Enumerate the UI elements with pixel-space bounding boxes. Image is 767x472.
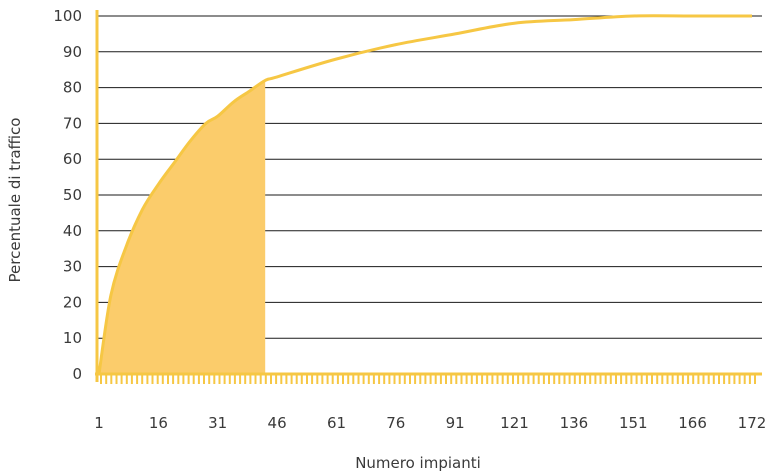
y-tick-labels: 0 10 20 30 40 50 60 70 80 90 100 — [53, 7, 82, 383]
y-tick-label: 30 — [63, 258, 82, 276]
x-tick-label: 151 — [619, 414, 648, 432]
y-axis-title: Percentuale di traffico — [6, 118, 24, 283]
x-tick-label: 172 — [738, 414, 767, 432]
x-tick-label: 76 — [386, 414, 405, 432]
y-tick-label: 10 — [63, 329, 82, 347]
y-tick-label: 80 — [63, 79, 82, 97]
x-tick-label: 61 — [327, 414, 346, 432]
y-tick-label: 0 — [72, 365, 82, 383]
y-tick-label: 60 — [63, 150, 82, 168]
y-tick-label: 20 — [63, 293, 82, 311]
x-tick-label: 31 — [208, 414, 227, 432]
x-tick-label: 121 — [500, 414, 529, 432]
shaded-area — [99, 80, 266, 375]
y-tick-label: 90 — [63, 43, 82, 61]
x-tick-label: 46 — [268, 414, 287, 432]
x-minor-ticks — [100, 374, 756, 384]
y-tick-label: 40 — [63, 222, 82, 240]
x-axis-title: Numero impianti — [355, 454, 481, 472]
series-line — [97, 14, 752, 375]
x-tick-label: 166 — [678, 414, 707, 432]
x-tick-labels: 1 16 31 46 61 76 91 121 136 151 166 172 — [94, 414, 766, 432]
y-tick-label: 100 — [53, 7, 82, 25]
x-tick-label: 136 — [560, 414, 589, 432]
y-tick-label: 50 — [63, 186, 82, 204]
x-tick-label: 16 — [149, 414, 168, 432]
x-tick-label: 1 — [94, 414, 104, 432]
y-tick-label: 70 — [63, 114, 82, 132]
x-tick-label: 91 — [446, 414, 465, 432]
